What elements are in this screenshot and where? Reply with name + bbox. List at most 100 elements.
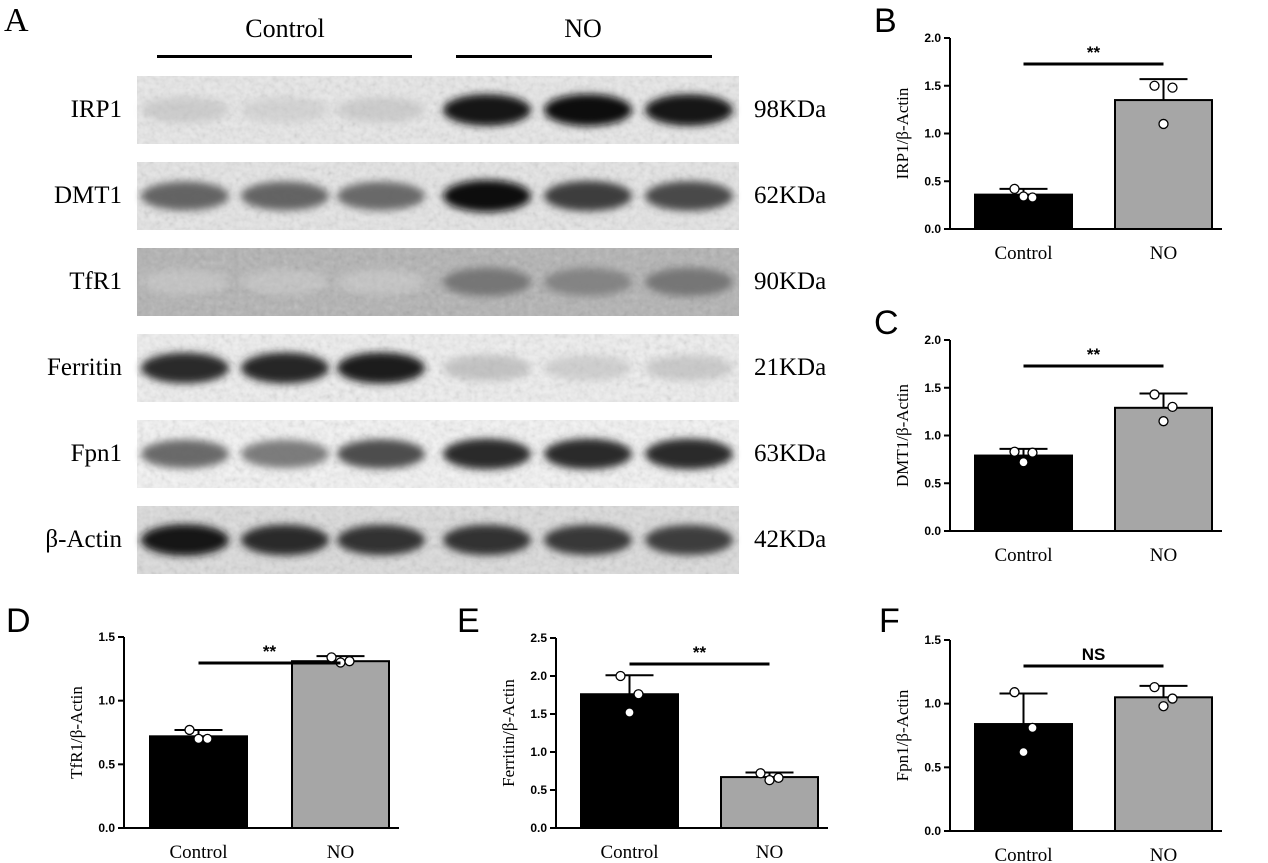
blot-band <box>645 181 733 211</box>
data-point <box>1167 82 1178 93</box>
molecular-weight-label: 63KDa <box>754 440 827 467</box>
y-tick-label: 1.0 <box>530 745 547 759</box>
y-tick-label: 1.0 <box>98 694 115 708</box>
data-point <box>1009 446 1020 457</box>
blot-band <box>645 355 733 381</box>
blot-strip-noise <box>137 334 739 402</box>
molecular-weight-label: 98KDa <box>754 96 827 123</box>
bar-no <box>1114 406 1213 532</box>
blot-band <box>443 354 531 382</box>
data-point <box>1158 118 1169 130</box>
y-tick-label: 2.5 <box>530 631 547 645</box>
category-label: NO <box>1150 545 1177 566</box>
blot-band <box>443 94 531 126</box>
category-label: NO <box>756 842 783 863</box>
y-tick-label: 1.5 <box>924 381 941 395</box>
y-tick-label: 1.5 <box>924 79 941 93</box>
blot-band <box>337 97 425 123</box>
data-point <box>1027 192 1038 203</box>
blot-band <box>141 524 229 556</box>
group-bracket-control <box>157 55 412 58</box>
blot-strip-noise <box>137 162 739 230</box>
significance-label: NS <box>1082 645 1106 664</box>
blot-strip-1 <box>137 76 739 144</box>
blot-strip-2 <box>137 162 739 230</box>
molecular-weight-label: 21KDa <box>754 354 827 381</box>
blot-band <box>544 438 632 470</box>
blot-strip-3 <box>137 248 739 316</box>
blot-band <box>241 524 329 556</box>
bar-control <box>974 454 1073 532</box>
blot-band <box>544 355 632 381</box>
y-tick-label: 1.0 <box>924 127 941 141</box>
data-point <box>1158 416 1169 427</box>
y-tick-label: 1.0 <box>924 429 941 443</box>
blot-band <box>141 439 229 469</box>
blot-band <box>337 269 425 295</box>
category-label: Control <box>169 842 227 863</box>
data-point <box>755 768 766 779</box>
y-tick-label: 1.5 <box>924 633 941 647</box>
data-point <box>1009 687 1020 698</box>
y-tick-label: 0.5 <box>530 783 547 797</box>
significance-label: ** <box>1087 345 1101 364</box>
molecular-weight-label: 62KDa <box>754 182 827 209</box>
protein-label: β-Actin <box>45 526 122 553</box>
group-bracket-no <box>456 55 712 58</box>
category-label: NO <box>327 842 354 863</box>
category-label: Control <box>994 845 1052 863</box>
y-axis-label: TfR1/β-Actin <box>67 686 86 779</box>
data-point <box>1009 183 1020 195</box>
y-tick-label: 2.0 <box>924 31 941 45</box>
data-point <box>1027 447 1038 458</box>
data-point <box>1018 746 1029 758</box>
protein-label: Ferritin <box>47 354 122 381</box>
blot-band <box>443 267 531 297</box>
panel-letter: D <box>6 602 31 640</box>
data-point <box>1158 701 1169 712</box>
blot-strip-6 <box>137 506 739 574</box>
data-point <box>344 656 355 667</box>
y-tick-label: 0.0 <box>924 222 941 236</box>
protein-label: Fpn1 <box>70 440 122 467</box>
bar-no <box>1114 696 1213 832</box>
panel-letter: C <box>874 304 899 342</box>
category-label: NO <box>1150 845 1177 863</box>
blot-band <box>443 524 531 556</box>
blot-band <box>241 269 329 295</box>
y-axis-label: IRP1/β-Actin <box>893 87 912 179</box>
y-tick-label: 0.5 <box>98 757 115 771</box>
group-label-control: Control <box>245 14 325 43</box>
significance-label: ** <box>263 642 277 661</box>
blot-band <box>141 352 229 384</box>
y-axis-label: Ferritin/β-Actin <box>499 679 518 787</box>
blot-band <box>241 352 329 384</box>
blot-band <box>645 267 733 297</box>
category-label: NO <box>1150 243 1177 264</box>
blot-band <box>141 97 229 123</box>
blot-band <box>141 181 229 211</box>
blot-band <box>544 268 632 296</box>
data-point <box>1167 401 1178 413</box>
blot-band <box>645 438 733 470</box>
y-tick-label: 1.5 <box>98 630 115 644</box>
blot-strip-noise <box>137 506 739 574</box>
data-point <box>1027 722 1038 734</box>
group-label-no: NO <box>564 14 602 43</box>
blot-band <box>241 439 329 469</box>
protein-label: DMT1 <box>53 182 122 209</box>
y-tick-label: 1.5 <box>530 707 547 721</box>
data-point <box>1149 389 1160 400</box>
y-tick-label: 0.5 <box>924 760 941 774</box>
blot-band <box>443 438 531 470</box>
blot-band <box>443 180 531 212</box>
molecular-weight-label: 90KDa <box>754 268 827 295</box>
data-point <box>1149 80 1160 91</box>
y-tick-label: 0.0 <box>98 821 115 835</box>
significance-label: ** <box>1087 43 1101 62</box>
blot-band <box>141 269 229 295</box>
blot-band <box>544 94 632 126</box>
y-tick-label: 0.5 <box>924 476 941 490</box>
